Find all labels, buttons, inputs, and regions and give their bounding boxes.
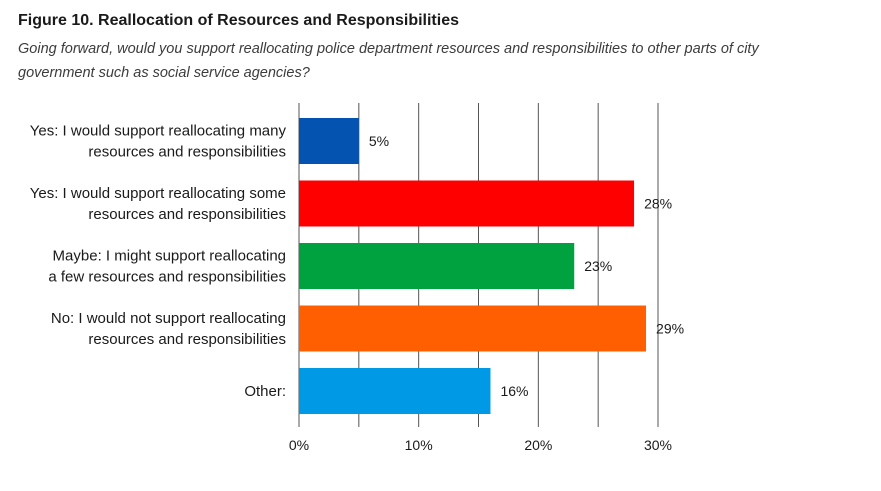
data-label: 29% (656, 321, 684, 337)
category-label: No: I would not support reallocating (51, 310, 286, 327)
category-label: Other: (244, 383, 286, 400)
bar (299, 368, 491, 414)
bar (299, 305, 647, 352)
category-label: a few resources and responsibilities (48, 269, 286, 286)
category-label: resources and responsibilities (88, 144, 286, 161)
data-label: 28% (644, 196, 672, 212)
category-label: Yes: I would support reallocating some (30, 185, 286, 202)
bar (299, 180, 635, 227)
bar (299, 118, 359, 164)
category-label: resources and responsibilities (88, 331, 286, 348)
category-label: Yes: I would support reallocating many (30, 123, 287, 140)
x-tick-label: 20% (524, 437, 552, 453)
bar (299, 243, 575, 289)
x-tick-label: 10% (405, 437, 433, 453)
data-label: 23% (584, 258, 612, 274)
category-label: resources and responsibilities (88, 206, 286, 223)
data-label: 5% (369, 133, 389, 149)
data-label: 16% (500, 383, 528, 399)
x-tick-label: 0% (289, 437, 309, 453)
category-label: Maybe: I might support reallocating (53, 248, 286, 265)
chart-subtitle: Going forward, would you support realloc… (18, 41, 759, 81)
chart-title: Figure 10. Reallocation of Resources and… (18, 12, 459, 29)
x-tick-label: 30% (644, 437, 672, 453)
